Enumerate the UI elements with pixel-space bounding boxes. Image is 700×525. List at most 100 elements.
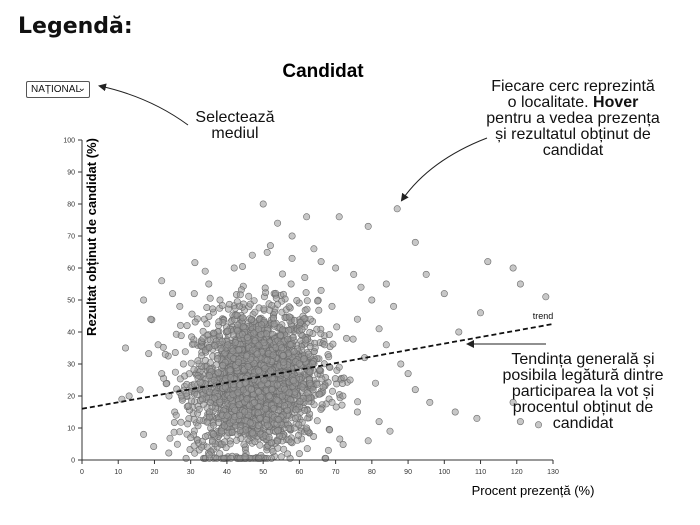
data-point[interactable] bbox=[342, 334, 350, 342]
data-point[interactable] bbox=[227, 454, 235, 462]
data-point[interactable] bbox=[325, 331, 333, 339]
data-point[interactable] bbox=[287, 280, 295, 288]
data-point[interactable] bbox=[382, 341, 390, 349]
data-point[interactable] bbox=[509, 398, 517, 406]
data-point[interactable] bbox=[284, 450, 292, 458]
data-point[interactable] bbox=[244, 435, 252, 443]
data-point[interactable] bbox=[326, 426, 334, 434]
data-point[interactable] bbox=[209, 305, 217, 313]
data-point[interactable] bbox=[371, 379, 379, 387]
data-point[interactable] bbox=[170, 428, 178, 436]
data-point[interactable] bbox=[353, 408, 361, 416]
data-point[interactable] bbox=[206, 294, 214, 302]
data-point[interactable] bbox=[211, 342, 219, 350]
data-point[interactable] bbox=[306, 379, 314, 387]
data-point[interactable] bbox=[321, 341, 329, 349]
data-point[interactable] bbox=[280, 358, 288, 366]
data-point[interactable] bbox=[246, 419, 254, 427]
data-point[interactable] bbox=[244, 333, 252, 341]
data-point[interactable] bbox=[253, 350, 261, 358]
data-point[interactable] bbox=[368, 296, 376, 304]
data-point[interactable] bbox=[260, 339, 268, 347]
data-point[interactable] bbox=[248, 429, 256, 437]
data-point[interactable] bbox=[329, 340, 337, 348]
data-point[interactable] bbox=[509, 264, 517, 272]
data-point[interactable] bbox=[177, 321, 185, 329]
data-point[interactable] bbox=[534, 421, 542, 429]
data-point[interactable] bbox=[224, 327, 232, 335]
data-point[interactable] bbox=[285, 389, 293, 397]
data-point[interactable] bbox=[239, 323, 247, 331]
data-point[interactable] bbox=[240, 441, 248, 449]
data-point[interactable] bbox=[288, 254, 296, 262]
data-point[interactable] bbox=[274, 427, 282, 435]
data-point[interactable] bbox=[375, 325, 383, 333]
data-point[interactable] bbox=[303, 305, 311, 313]
data-point[interactable] bbox=[262, 405, 270, 413]
data-point[interactable] bbox=[215, 418, 223, 426]
data-point[interactable] bbox=[251, 398, 259, 406]
data-point[interactable] bbox=[476, 309, 484, 317]
data-point[interactable] bbox=[313, 417, 321, 425]
data-point[interactable] bbox=[293, 296, 301, 304]
data-point[interactable] bbox=[182, 389, 190, 397]
data-point[interactable] bbox=[364, 222, 372, 230]
data-point[interactable] bbox=[306, 315, 314, 323]
data-point[interactable] bbox=[188, 333, 196, 341]
data-point[interactable] bbox=[411, 238, 419, 246]
data-point[interactable] bbox=[267, 367, 275, 375]
data-point[interactable] bbox=[306, 368, 314, 376]
data-point[interactable] bbox=[172, 411, 180, 419]
data-point[interactable] bbox=[273, 396, 281, 404]
data-point[interactable] bbox=[231, 406, 239, 414]
data-point[interactable] bbox=[270, 320, 278, 328]
data-point[interactable] bbox=[247, 385, 255, 393]
data-point[interactable] bbox=[216, 450, 224, 458]
data-point[interactable] bbox=[236, 427, 244, 435]
data-point[interactable] bbox=[166, 434, 174, 442]
data-point[interactable] bbox=[247, 315, 255, 323]
data-point[interactable] bbox=[332, 264, 340, 272]
data-point[interactable] bbox=[201, 356, 209, 364]
data-point[interactable] bbox=[260, 305, 268, 313]
data-point[interactable] bbox=[282, 371, 290, 379]
data-point[interactable] bbox=[305, 350, 313, 358]
data-point[interactable] bbox=[161, 350, 169, 358]
data-point[interactable] bbox=[203, 303, 211, 311]
data-point[interactable] bbox=[278, 270, 286, 278]
data-point[interactable] bbox=[188, 310, 196, 318]
data-point[interactable] bbox=[206, 336, 214, 344]
data-point[interactable] bbox=[241, 408, 249, 416]
data-point[interactable] bbox=[228, 428, 236, 436]
data-point[interactable] bbox=[325, 353, 333, 361]
data-point[interactable] bbox=[177, 418, 185, 426]
data-point[interactable] bbox=[245, 292, 253, 300]
data-point[interactable] bbox=[205, 280, 213, 288]
data-point[interactable] bbox=[177, 332, 185, 340]
data-point[interactable] bbox=[235, 302, 243, 310]
data-point[interactable] bbox=[339, 392, 347, 400]
data-point[interactable] bbox=[335, 213, 343, 221]
data-point[interactable] bbox=[136, 386, 144, 394]
data-point[interactable] bbox=[187, 359, 195, 367]
data-point[interactable] bbox=[187, 434, 195, 442]
data-point[interactable] bbox=[246, 300, 254, 308]
data-point[interactable] bbox=[298, 326, 306, 334]
data-point[interactable] bbox=[140, 430, 148, 438]
data-point[interactable] bbox=[235, 346, 243, 354]
data-point[interactable] bbox=[270, 314, 278, 322]
data-point[interactable] bbox=[251, 438, 259, 446]
data-point[interactable] bbox=[328, 398, 336, 406]
data-point[interactable] bbox=[125, 392, 133, 400]
data-point[interactable] bbox=[338, 401, 346, 409]
data-point[interactable] bbox=[313, 380, 321, 388]
data-point[interactable] bbox=[278, 344, 286, 352]
data-point[interactable] bbox=[236, 291, 244, 299]
data-point[interactable] bbox=[214, 368, 222, 376]
data-point[interactable] bbox=[274, 300, 282, 308]
data-point[interactable] bbox=[319, 383, 327, 391]
data-point[interactable] bbox=[195, 405, 203, 413]
data-point[interactable] bbox=[147, 315, 155, 323]
data-point[interactable] bbox=[250, 329, 258, 337]
data-point[interactable] bbox=[276, 331, 284, 339]
